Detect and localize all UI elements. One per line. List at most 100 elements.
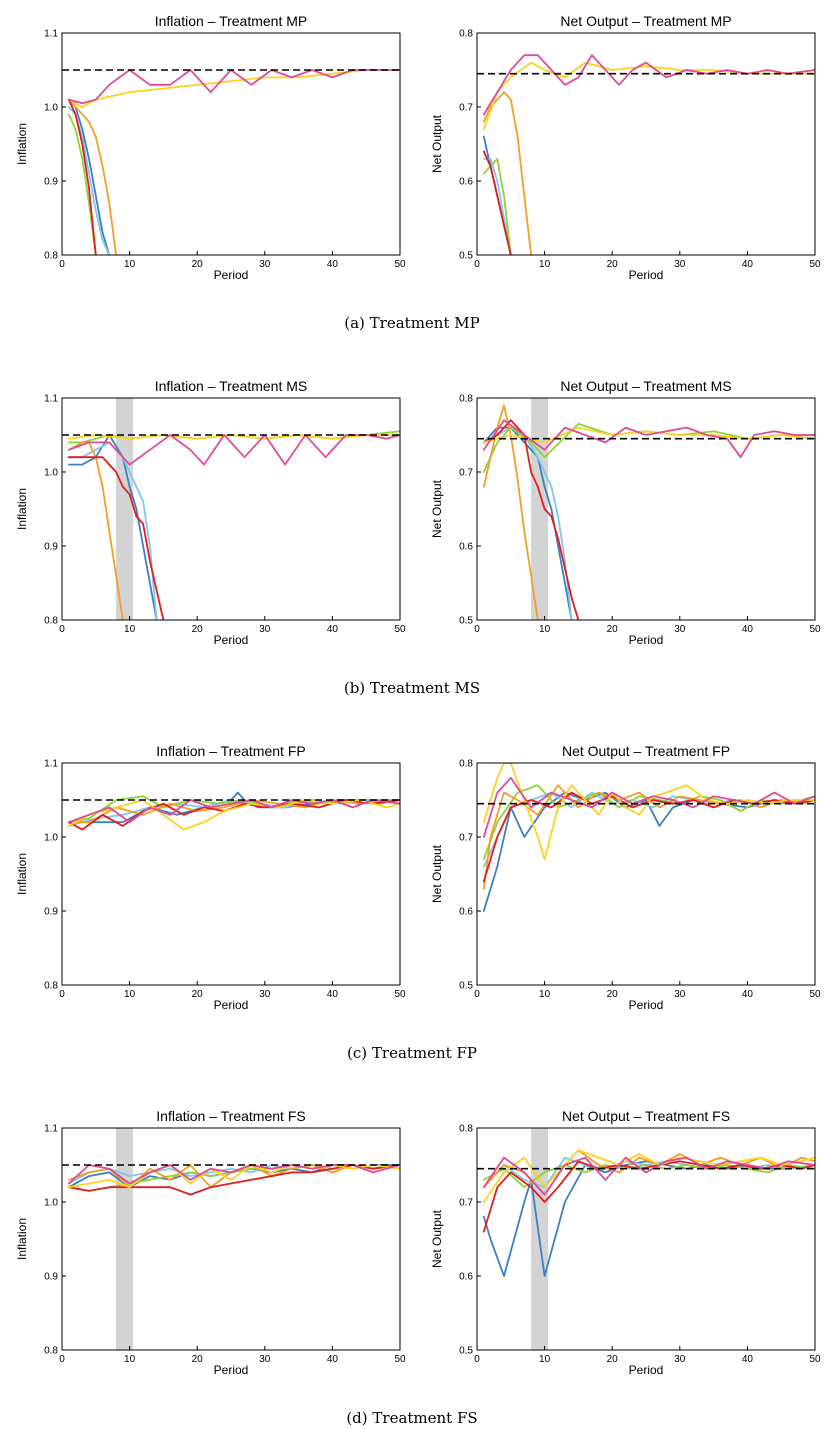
x-tick-label: 20 [607,624,619,635]
x-tick-label: 10 [539,989,551,1000]
series-line-5 [482,1160,815,1233]
y-tick-label: 0.9 [44,542,58,553]
x-tick-label: 30 [259,259,271,270]
y-tick-label: 0.8 [459,759,473,770]
series-line-5 [482,150,512,255]
x-tick-label: 0 [474,989,480,1000]
plot-frame [61,1127,401,1351]
series-line-3 [67,113,97,255]
series-line-6 [67,1164,400,1189]
plot-frame [476,1127,816,1351]
chart-panel-5: 0 10 20 30 40 50 0.8 0.9 1.0 1.1 Inflation – Treat… [15,743,406,1012]
x-tick-label: 10 [124,259,136,270]
series-lines [67,69,400,255]
series-line-7 [482,1156,815,1196]
series-lines [482,54,815,255]
y-axis-label: Net Output [430,479,444,538]
plot-frame [476,32,816,256]
y-tick-label: 0.6 [459,177,473,188]
panel-title: Inflation – Treatment FS [156,1108,305,1124]
x-tick-label: 20 [192,259,204,270]
x-tick-label: 0 [59,259,65,270]
x-tick-label: 30 [674,259,686,270]
x-tick-label: 30 [259,989,271,1000]
y-tick-label: 0.8 [44,981,58,992]
x-tick-label: 30 [674,624,686,635]
series-line-6 [67,799,400,831]
series-line-5 [67,98,97,255]
panel-title: Inflation – Treatment FP [156,743,305,759]
x-tick-label: 20 [607,259,619,270]
x-axis-label: Period [629,268,664,282]
y-tick-label: 0.5 [459,981,473,992]
x-tick-label: 40 [742,259,754,270]
y-tick-label: 0.7 [459,833,473,844]
x-axis-label: Period [214,633,249,647]
x-tick-label: 20 [192,1354,204,1365]
y-tick-label: 0.8 [44,1346,58,1357]
series-line-4 [67,799,400,824]
y-tick-label: 0.7 [459,103,473,114]
chart-panel-7: 0 10 20 30 40 50 0.8 0.9 1.0 1.1 Inflation – Treat… [15,1108,406,1377]
series-line-7 [482,54,815,116]
y-tick-label: 1.0 [44,103,58,114]
y-tick-label: 0.6 [459,907,473,918]
chart-panel-4: 0 10 20 30 40 50 0.5 0.6 0.7 0.8 Net Output – Trea… [430,378,821,647]
panel-title: Inflation – Treatment MS [155,378,308,394]
series-line-6 [482,426,815,444]
x-axis-label: Period [629,1363,664,1377]
y-tick-label: 1.1 [44,759,58,770]
x-tick-label: 0 [59,989,65,1000]
x-tick-label: 50 [809,989,821,1000]
x-tick-label: 10 [539,259,551,270]
plot-frame [61,32,401,256]
chart-panel-2: 0 10 20 30 40 50 0.5 0.6 0.7 0.8 Net Output – Trea… [430,13,821,282]
x-tick-label: 40 [742,624,754,635]
series-line-5 [67,456,165,620]
y-tick-label: 0.5 [459,1346,473,1357]
series-line-6 [482,61,815,131]
y-axis-label: Net Output [430,114,444,173]
x-axis-label: Period [214,998,249,1012]
plot-frame [61,397,401,621]
caption-c: (c) Treatment FP [347,1044,477,1062]
x-tick-label: 50 [394,624,406,635]
y-tick-label: 0.9 [44,177,58,188]
plot-frame [476,762,816,986]
caption-d: (d) Treatment FS [346,1409,477,1427]
y-tick-label: 0.8 [44,251,58,262]
x-tick-label: 20 [607,1354,619,1365]
x-tick-label: 50 [394,1354,406,1365]
y-tick-label: 0.8 [459,1124,473,1135]
x-tick-label: 30 [674,989,686,1000]
x-tick-label: 50 [809,259,821,270]
y-tick-label: 0.8 [459,394,473,405]
y-tick-label: 1.1 [44,1124,58,1135]
x-axis-label: Period [629,998,664,1012]
panel-title: Net Output – Treatment MP [560,13,731,29]
series-line-6 [482,1149,815,1203]
y-tick-label: 1.1 [44,394,58,405]
x-tick-label: 50 [394,259,406,270]
y-tick-label: 0.5 [459,616,473,627]
series-line-4 [67,98,117,255]
x-tick-label: 50 [809,1354,821,1365]
y-axis-label: Inflation [15,853,29,895]
x-tick-label: 40 [327,989,339,1000]
y-tick-label: 1.1 [44,29,58,40]
x-tick-label: 0 [474,624,480,635]
plot-frame [476,397,816,621]
chart-panel-3: 0 10 20 30 40 50 0.8 0.9 1.0 1.1 Inflation – Treat… [15,378,406,647]
series-line-7 [67,799,400,824]
y-tick-label: 0.7 [459,468,473,479]
shaded-period [116,1128,133,1350]
panel-title: Net Output – Treatment FP [562,743,730,759]
y-tick-label: 0.6 [459,542,473,553]
x-axis-label: Period [214,1363,249,1377]
series-line-2 [482,426,573,620]
x-tick-label: 30 [259,1354,271,1365]
x-tick-label: 50 [394,989,406,1000]
y-tick-label: 0.7 [459,1198,473,1209]
chart-panel-8: 0 10 20 30 40 50 0.5 0.6 0.7 0.8 Net Output – Trea… [430,1108,821,1377]
